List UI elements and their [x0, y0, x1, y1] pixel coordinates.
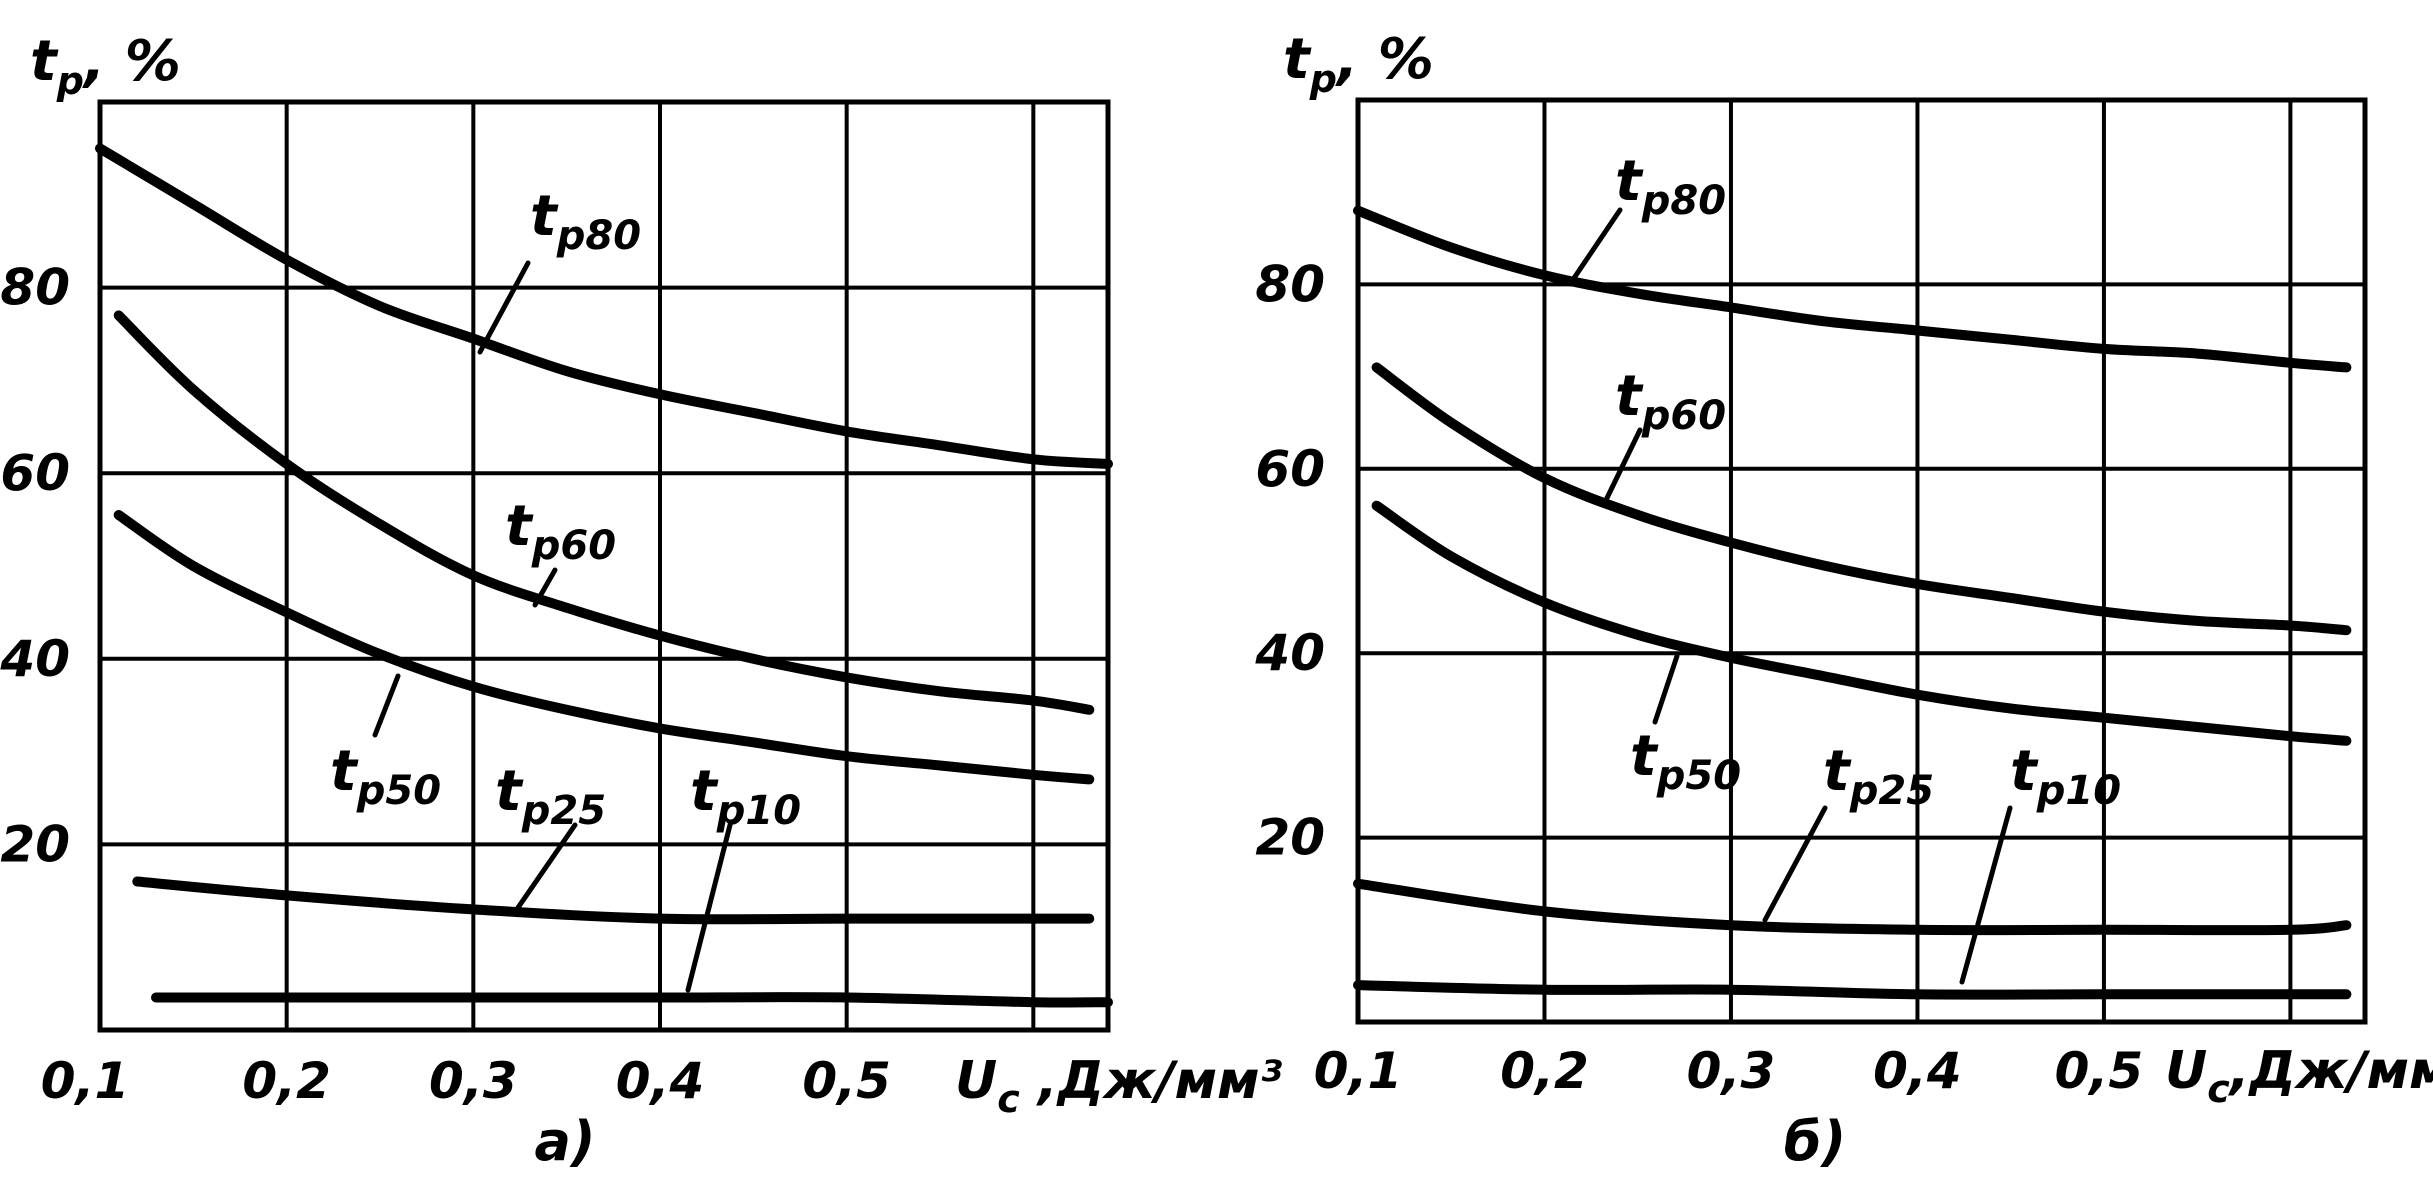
series-line-tp25	[1353, 878, 2352, 936]
x-tick-label: 0,5	[802, 1052, 891, 1110]
y-tick-label: 20	[0, 815, 70, 873]
series-line-tp25	[132, 876, 1095, 925]
series-line-tp10	[1353, 980, 2352, 1000]
chart-panel-a: 20 40 60 80 0,1 0,2 0,3 0,4 0,5 tp, % Uc ,Дж/мм³ a)…	[0, 29, 1283, 1173]
series-leader-tp80	[477, 260, 531, 355]
chart-panel-b: 20 40 60 80 0,1 0,2 0,3 0,4 0,5 tp, % Uc,Дж/мм³ б) t…	[1254, 27, 2433, 1173]
grid	[1356, 98, 2367, 1024]
y-tick-label: 20	[1255, 809, 1325, 867]
x-tick-label: 0,3	[429, 1052, 518, 1110]
series-line-tp10	[151, 992, 1113, 1008]
x-tick-label: 0,1	[1314, 1042, 1403, 1100]
series-line-tp50	[113, 510, 1095, 785]
series-label-tp50: tp50	[1630, 724, 1741, 799]
y-tick-label: 60	[1255, 440, 1325, 498]
series-leader-tp50	[1652, 653, 1680, 725]
x-tick-label: 0,5	[2055, 1042, 2144, 1100]
x-tick-label: 0,2	[242, 1052, 331, 1110]
x-tick-label: 0,2	[1500, 1042, 1589, 1100]
series-line-tp50	[1371, 500, 2352, 746]
panel-label: б)	[1784, 1110, 1846, 1173]
series-label-tp60: tp60	[505, 494, 616, 569]
series-label-tp50: tp50	[330, 739, 441, 814]
series-leader-tp50	[372, 673, 401, 738]
series-line-tp80	[95, 143, 1113, 469]
series-line-tp60	[1371, 362, 2352, 636]
series-label-tp10: tp10	[2010, 739, 2121, 814]
series-leader-tp25	[1762, 805, 1828, 923]
series-label-tp80: tp80	[1615, 149, 1726, 224]
series-label-tp60: tp60	[1615, 364, 1726, 439]
series-leader-tp80	[1567, 207, 1623, 287]
series-leader-tp10	[685, 822, 733, 993]
series-leader-tp60	[1604, 427, 1643, 501]
y-tick-label: 60	[0, 444, 70, 502]
x-tick-label: 0,4	[1873, 1042, 1962, 1100]
series-leader-tp60	[532, 567, 558, 608]
x-tick-label: 0,3	[1687, 1042, 1776, 1100]
plot-frame	[1355, 97, 2368, 1025]
series-leader-tp10	[1959, 805, 2013, 985]
series-line-tp80	[1353, 205, 2352, 373]
y-tick-label: 80	[1255, 255, 1325, 313]
panel-label: a)	[534, 1110, 595, 1173]
x-tick-label: 0,1	[41, 1052, 130, 1110]
y-axis-label: tp, %	[30, 29, 181, 103]
series-label-tp25: tp25	[495, 759, 606, 834]
plot-frame	[97, 99, 1111, 1033]
y-tick-label: 40	[0, 630, 70, 688]
series-leader-tp25	[512, 822, 578, 915]
series-label-tp80: tp80	[530, 184, 641, 259]
series-label-tp25: tp25	[1823, 739, 1934, 814]
y-tick-label: 40	[1254, 624, 1325, 682]
y-axis-label: tp, %	[1283, 27, 1434, 101]
series-line-tp60	[113, 310, 1095, 715]
x-tick-label: 0,4	[616, 1052, 705, 1110]
series-label-tp10: tp10	[690, 759, 801, 834]
x-axis-label: Uc ,Дж/мм³	[955, 1051, 1283, 1121]
y-tick-label: 80	[0, 259, 70, 317]
x-axis-label: Uc,Дж/мм³	[2165, 1041, 2433, 1111]
